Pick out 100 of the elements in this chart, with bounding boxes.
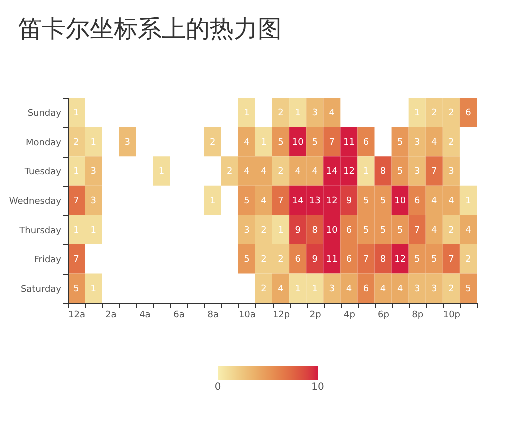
data-label: 7 [448, 255, 454, 266]
x-tick-label: 12p [272, 310, 290, 320]
data-label: 4 [346, 284, 352, 294]
data-label: 4 [432, 226, 438, 236]
data-label: 7 [363, 255, 370, 266]
x-tick-label: 4a [140, 310, 151, 320]
data-label: 3 [244, 226, 250, 236]
data-label: 14 [326, 167, 338, 178]
data-label: 3 [124, 138, 131, 148]
data-label: 4 [261, 196, 268, 206]
data-label: 3 [90, 167, 96, 178]
data-label: 7 [74, 255, 80, 266]
data-label: 10 [326, 226, 338, 236]
data-label: 6 [295, 255, 302, 266]
data-label: 4 [466, 226, 472, 236]
data-label: 8 [312, 226, 318, 236]
data-label: 10 [394, 196, 406, 206]
data-label: 8 [380, 255, 386, 266]
data-label: 9 [312, 255, 318, 266]
data-label: 13 [309, 196, 321, 206]
data-label: 5 [244, 196, 250, 206]
data-label: 5 [397, 226, 404, 236]
y-tick-label: Monday [26, 138, 62, 148]
data-label: 4 [329, 108, 336, 119]
data-label: 11 [326, 255, 338, 266]
data-label: 1 [278, 226, 284, 236]
data-label: 5 [278, 138, 284, 148]
x-tick-label: 10p [443, 310, 461, 320]
y-tick-label: Saturday [20, 284, 62, 295]
data-label: 7 [432, 167, 438, 178]
data-label: 1 [74, 108, 80, 119]
data-label: 5 [312, 138, 318, 148]
data-label: 4 [295, 167, 302, 178]
data-label: 2 [261, 226, 267, 236]
color-bar-label: 0 [214, 382, 222, 393]
data-label: 5 [397, 167, 404, 178]
data-label: 4 [448, 196, 455, 206]
data-label: 7 [329, 138, 336, 148]
data-label: 2 [261, 284, 267, 294]
x-tick-label: 6p [378, 310, 390, 320]
data-label: 7 [278, 196, 284, 206]
data-label: 1 [295, 284, 301, 294]
x-tick-label: 6a [174, 310, 185, 320]
data-label: 5 [466, 284, 472, 294]
data-label: 8 [380, 167, 386, 178]
data-label: 11 [343, 138, 355, 148]
data-label: 12 [394, 255, 406, 266]
data-label: 5 [380, 196, 386, 206]
data-label: 5 [363, 196, 370, 206]
data-label: 3 [329, 284, 336, 294]
y-tick-label: Friday [34, 256, 62, 266]
data-label: 4 [432, 138, 438, 148]
data-label: 2 [448, 226, 454, 236]
data-label: 1 [90, 226, 96, 236]
y-tick-label: Sunday [28, 109, 62, 120]
data-label: 5 [363, 226, 370, 236]
data-label: 6 [466, 108, 472, 119]
y-tick-label: Tuesday [24, 168, 62, 178]
data-label: 4 [261, 167, 268, 178]
data-label: 3 [414, 167, 420, 178]
data-label: 5 [397, 138, 404, 148]
data-label: 5 [432, 255, 438, 266]
data-label: 2 [74, 138, 80, 148]
data-label: 1 [295, 108, 301, 119]
data-label: 3 [414, 284, 420, 294]
data-label: 2 [227, 167, 233, 178]
data-label: 1 [466, 196, 472, 206]
data-label: 10 [292, 138, 304, 148]
x-tick-label: 10a [238, 310, 256, 320]
color-bar-label: 10 [312, 382, 324, 393]
data-label: 3 [312, 108, 318, 119]
data-label: 4 [380, 284, 386, 294]
data-label: 2 [261, 255, 267, 266]
y-tick-label: Thursday [18, 226, 62, 236]
data-label: 3 [414, 138, 420, 148]
data-label: 9 [295, 226, 302, 236]
data-label: 1 [210, 196, 216, 206]
data-label: 1 [158, 167, 165, 178]
data-label: 1 [74, 167, 80, 178]
data-label: 9 [346, 196, 352, 206]
data-label: 3 [432, 284, 438, 294]
data-label: 5 [244, 255, 250, 266]
y-tick-label: Wednesday [9, 197, 62, 207]
data-label: 1 [363, 167, 370, 178]
data-label: 1 [244, 108, 250, 119]
data-label: 7 [74, 196, 80, 206]
data-label: 14 [292, 196, 304, 206]
data-label: 4 [432, 196, 438, 206]
data-label: 2 [432, 108, 438, 119]
data-label: 6 [346, 226, 352, 236]
data-label: 1 [414, 108, 420, 119]
data-label: 2 [278, 255, 284, 266]
data-label: 6 [363, 284, 370, 294]
data-label: 12 [343, 167, 355, 178]
data-label: 2 [448, 108, 454, 119]
x-tick-label: 8a [208, 310, 219, 320]
data-label: 12 [326, 196, 338, 206]
data-label: 4 [278, 284, 284, 294]
data-label: 2 [466, 255, 472, 266]
x-tick-label: 2a [105, 310, 117, 320]
